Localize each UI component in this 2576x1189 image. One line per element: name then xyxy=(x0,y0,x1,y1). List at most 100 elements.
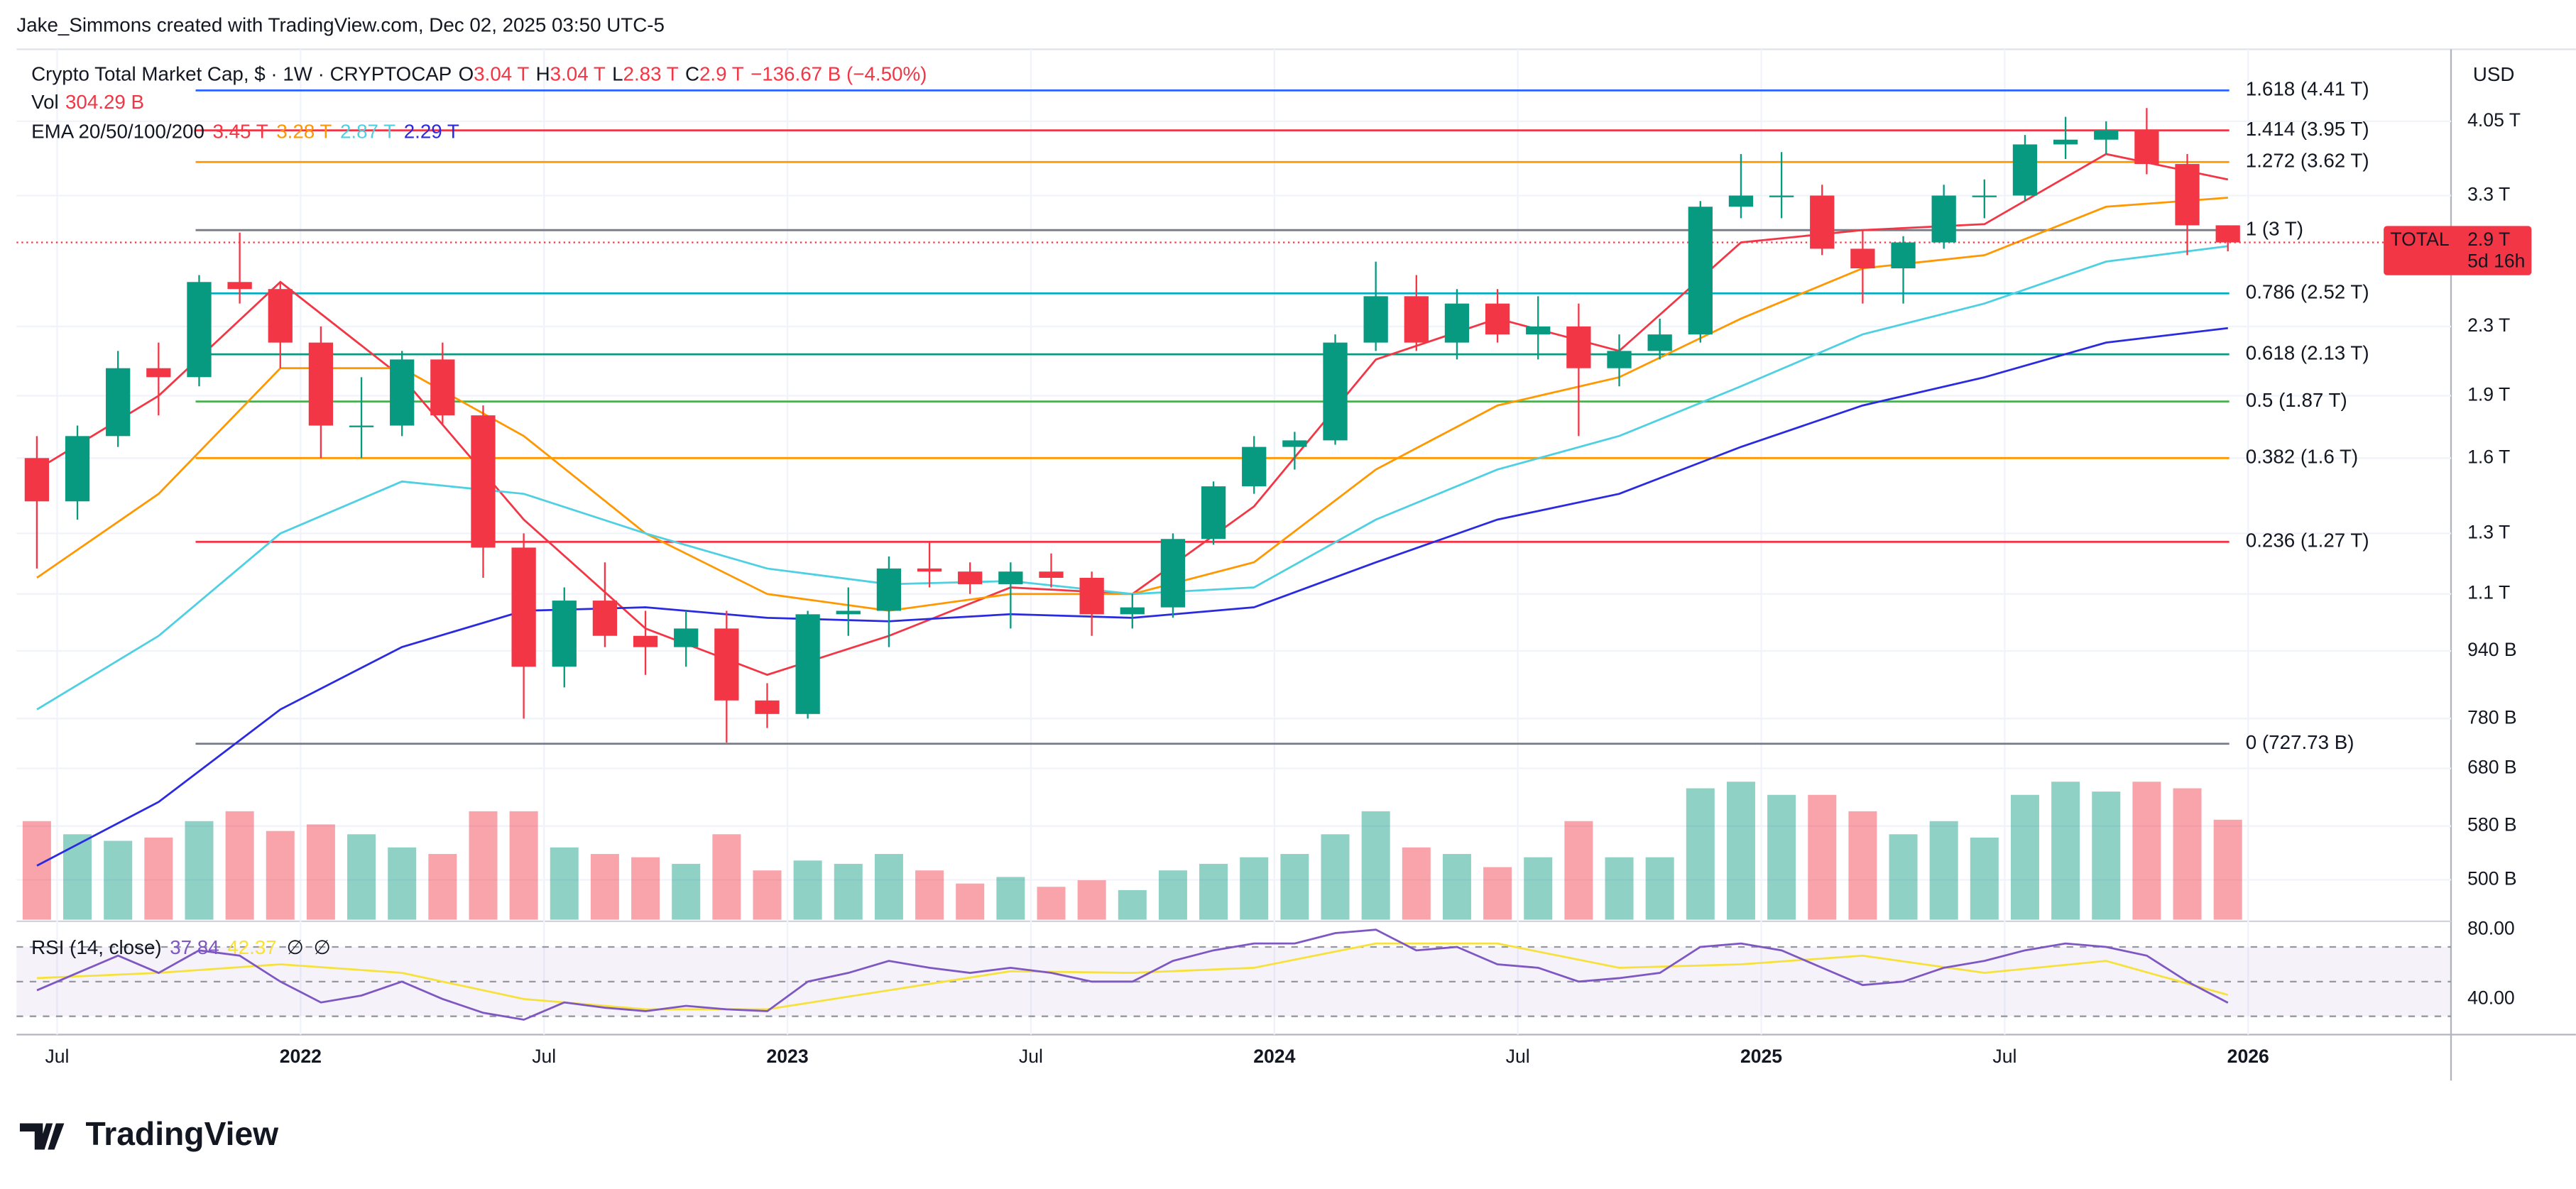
fib-level-label: 1 (3 T) xyxy=(2246,218,2303,240)
candle-body xyxy=(1160,539,1186,608)
volume-bar xyxy=(306,824,335,920)
y-tick-label: 1.6 T xyxy=(2467,446,2510,467)
candle-body xyxy=(836,610,861,615)
volume-bar xyxy=(672,863,701,920)
candle-body xyxy=(430,359,455,416)
volume-bar xyxy=(1767,794,1796,920)
volume-bar xyxy=(2092,791,2121,920)
logo-mark xyxy=(19,1123,65,1150)
candle-body xyxy=(2012,144,2038,196)
fib-level-label: 0.618 (2.13 T) xyxy=(2246,341,2369,363)
candle-body xyxy=(592,601,618,636)
volume-bar xyxy=(2132,782,2161,920)
volume-bar xyxy=(469,811,498,920)
volume-bar xyxy=(1118,889,1147,920)
price-tag-name: TOTAL xyxy=(2390,229,2449,250)
logo-text: TradingView xyxy=(85,1115,279,1152)
volume-bar xyxy=(388,847,417,920)
volume-bar xyxy=(915,870,944,920)
candle-body xyxy=(1607,351,1632,368)
volume-bar xyxy=(1645,857,1674,920)
price-tag-countdown: 5d 16h xyxy=(2467,250,2525,271)
legend-item: 3.45 T xyxy=(212,121,268,143)
x-tick-label: Jul xyxy=(45,1046,69,1067)
attribution: Jake_Simmons created with TradingView.co… xyxy=(16,13,665,35)
legend-item: 2.9 T xyxy=(699,63,744,85)
volume-bar xyxy=(834,863,863,920)
candle-body xyxy=(227,282,252,290)
candle-body xyxy=(674,628,699,647)
candle-body xyxy=(390,359,415,426)
y-tick-label: 500 B xyxy=(2467,868,2517,889)
candle-body xyxy=(1850,248,1875,269)
candle-body xyxy=(755,700,780,714)
volume-bar xyxy=(185,821,214,920)
volume-bar xyxy=(1402,847,1431,920)
candle-body xyxy=(106,368,131,437)
rsi-tick-label: 80.00 xyxy=(2467,918,2515,939)
legend-item: 37.84 xyxy=(170,937,219,959)
footer-logo: TradingView xyxy=(19,1115,279,1152)
y-tick-label: 780 B xyxy=(2467,706,2517,728)
candle-body xyxy=(2134,130,2159,165)
candle-body xyxy=(876,568,902,611)
legend-item: RSI (14, close) xyxy=(31,937,162,959)
candle-body xyxy=(268,289,293,343)
volume-bar xyxy=(1361,811,1390,920)
legend-item: 3.04 T xyxy=(474,63,529,85)
volume-bar xyxy=(1037,887,1066,920)
volume-bar xyxy=(793,860,822,920)
x-tick-label: 2022 xyxy=(280,1046,322,1067)
price-tag-value: 2.9 T xyxy=(2467,229,2510,250)
volume-bar xyxy=(144,837,173,920)
volume-bar xyxy=(1726,782,1755,920)
volume-bar xyxy=(550,847,579,920)
candle-body xyxy=(1891,242,1916,269)
fib-level-label: 1.414 (3.95 T) xyxy=(2246,118,2369,140)
legend-row: RSI (14, close) 37.84 42.37 ∅ ∅ xyxy=(31,937,331,959)
candle-body xyxy=(1323,342,1348,441)
volume-bar xyxy=(1158,870,1187,920)
volume-bar xyxy=(1240,857,1269,920)
volume-bar xyxy=(63,834,92,920)
volume-bar xyxy=(1564,821,1593,920)
candle-body xyxy=(2094,130,2119,140)
candle-body xyxy=(2215,225,2240,243)
y-tick-label: 3.3 T xyxy=(2467,184,2510,205)
candle-body xyxy=(958,571,983,584)
x-tick-label: 2024 xyxy=(1253,1046,1295,1067)
candle-body xyxy=(146,368,171,378)
volume-bar xyxy=(104,840,133,920)
candle-body xyxy=(1079,578,1104,615)
volume-bar xyxy=(2010,794,2039,920)
legend-row: Crypto Total Market Cap, $ · 1W · CRYPTO… xyxy=(31,63,927,85)
candle-body xyxy=(349,425,374,427)
volume-bar xyxy=(1483,867,1512,920)
candle-body xyxy=(1972,195,1997,197)
volume-bar xyxy=(1442,854,1471,920)
fib-level-label: 0.236 (1.27 T) xyxy=(2246,530,2369,552)
y-tick-label: 1.1 T xyxy=(2467,582,2510,603)
candle-body xyxy=(998,571,1023,584)
volume-bar xyxy=(225,811,254,920)
candle-body xyxy=(1728,195,1754,207)
rsi-tick-label: 40.00 xyxy=(2467,987,2515,1008)
y-tick-label: 940 B xyxy=(2467,639,2517,660)
candle-body xyxy=(1242,446,1267,487)
candle-body xyxy=(1485,303,1510,335)
volume-bar xyxy=(1280,854,1309,920)
candle-body xyxy=(24,458,50,502)
legend-item: 3.04 T xyxy=(550,63,606,85)
candle-body xyxy=(2175,164,2200,226)
volume-bar xyxy=(22,821,51,920)
candle-body xyxy=(1566,326,1591,368)
volume-bar xyxy=(347,834,376,920)
candle-body xyxy=(795,614,820,714)
y-tick-label: 1.9 T xyxy=(2467,384,2510,405)
volume-bar xyxy=(1321,834,1350,920)
volume-bar xyxy=(1605,857,1634,920)
candle-body xyxy=(552,601,577,667)
legend-item: 3.28 T xyxy=(276,121,332,143)
